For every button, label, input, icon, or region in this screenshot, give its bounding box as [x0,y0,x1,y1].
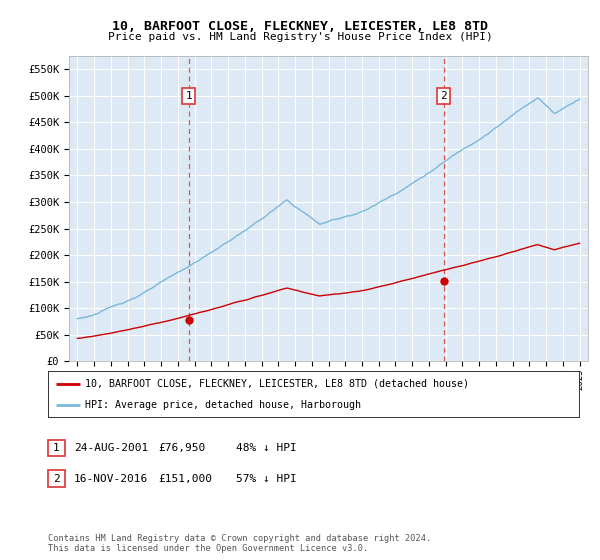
Text: 2: 2 [440,91,447,101]
Text: Contains HM Land Registry data © Crown copyright and database right 2024.
This d: Contains HM Land Registry data © Crown c… [48,534,431,553]
Text: 48% ↓ HPI: 48% ↓ HPI [236,443,296,453]
Text: 57% ↓ HPI: 57% ↓ HPI [236,474,296,484]
Text: 2: 2 [53,474,60,484]
Text: HPI: Average price, detached house, Harborough: HPI: Average price, detached house, Harb… [85,400,361,410]
Text: 10, BARFOOT CLOSE, FLECKNEY, LEICESTER, LE8 8TD: 10, BARFOOT CLOSE, FLECKNEY, LEICESTER, … [112,20,488,32]
Text: 1: 1 [53,443,60,453]
Text: £76,950: £76,950 [158,443,205,453]
Text: 16-NOV-2016: 16-NOV-2016 [74,474,148,484]
Text: 24-AUG-2001: 24-AUG-2001 [74,443,148,453]
Text: 1: 1 [185,91,192,101]
Text: Price paid vs. HM Land Registry's House Price Index (HPI): Price paid vs. HM Land Registry's House … [107,32,493,43]
Text: £151,000: £151,000 [158,474,212,484]
Text: 10, BARFOOT CLOSE, FLECKNEY, LEICESTER, LE8 8TD (detached house): 10, BARFOOT CLOSE, FLECKNEY, LEICESTER, … [85,379,469,389]
